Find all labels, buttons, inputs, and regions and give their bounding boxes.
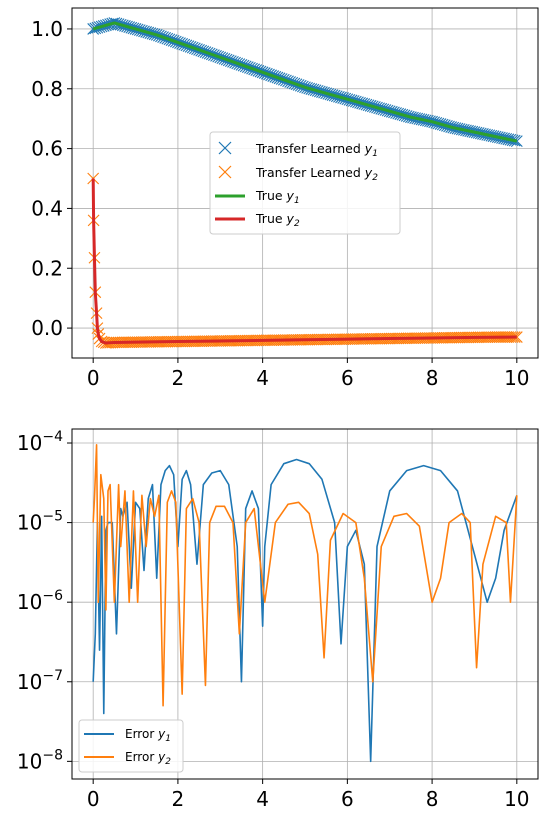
top-chart-series: [87, 17, 523, 349]
bottom-series-0-line: [92, 458, 518, 763]
legend-label-true-y2: True y2: [255, 211, 300, 229]
top-x-tick-label: 4: [256, 366, 269, 390]
top-chart-x-ticks: 0 2 4 6 8 10: [87, 358, 530, 390]
bottom-x-tick-label: 0: [87, 787, 100, 811]
top-x-tick-label: 10: [504, 366, 529, 390]
bottom-chart-grid: [72, 429, 538, 779]
top-legend-box: [209, 131, 401, 235]
legend-label-error-y2: Error y2: [125, 750, 171, 767]
top-chart-frame: [71, 7, 539, 359]
top-y-tick-label: 0.6: [31, 137, 63, 161]
bottom-y-tick-label: 10−8: [17, 747, 63, 773]
bottom-y-tick-label: 10−6: [17, 588, 63, 614]
bottom-chart-frame: [71, 428, 539, 780]
legend-marker-learned-y1: [218, 141, 232, 155]
bottom-series-1-line: [92, 443, 518, 707]
bottom-chart: 0 2 4 6 8 10 10−8 10−7 10−6 10−5 10−4 Error y1 Er…: [17, 428, 539, 811]
top-y-tick-label: 0.4: [31, 196, 63, 220]
bottom-x-tick-label: 2: [172, 787, 185, 811]
bottom-x-tick-label: 4: [256, 787, 269, 811]
bottom-x-tick-label: 10: [504, 787, 529, 811]
top-y-tick-label: 0.8: [31, 77, 63, 101]
top-x-tick-label: 6: [341, 366, 354, 390]
top-x-tick-label: 2: [172, 366, 185, 390]
top-x-tick-label: 0: [87, 366, 100, 390]
bottom-chart-y-ticks: 10−8 10−7 10−6 10−5 10−4: [17, 429, 72, 773]
top-chart-legend: Transfer Learned y1 Transfer Learned y2 …: [209, 131, 401, 235]
top-series-3-line: [91, 178, 517, 345]
bottom-x-tick-label: 6: [341, 787, 354, 811]
legend-label-true-y1: True y1: [255, 188, 300, 206]
top-y-tick-label: 0.2: [31, 256, 63, 280]
bottom-chart-series: [92, 443, 518, 763]
top-chart-y-ticks: 0.0 0.2 0.4 0.6 0.8 1.0: [31, 17, 72, 340]
legend-marker-learned-y2: [218, 165, 232, 179]
top-chart: 0 2 4 6 8 10 0.0 0.2 0.4 0.6 0.8 1.0 Transfer Lear…: [31, 7, 539, 390]
bottom-y-tick-label: 10−4: [17, 429, 63, 455]
top-series-1-markers: [87, 172, 523, 349]
top-x-tick-label: 8: [426, 366, 439, 390]
legend-label-learned-y1: Transfer Learned y1: [255, 141, 378, 159]
bottom-chart-legend: Error y1 Error y2: [78, 719, 184, 773]
bottom-x-tick-label: 8: [426, 787, 439, 811]
bottom-chart-x-ticks: 0 2 4 6 8 10: [87, 779, 530, 811]
top-y-tick-label: 0.0: [31, 316, 63, 340]
bottom-y-tick-label: 10−5: [17, 509, 63, 535]
top-y-tick-label: 1.0: [31, 17, 63, 41]
legend-label-learned-y2: Transfer Learned y2: [255, 165, 378, 183]
legend-label-error-y1: Error y1: [125, 727, 171, 744]
top-series-2-line: [92, 21, 518, 143]
bottom-y-tick-label: 10−7: [17, 668, 63, 694]
